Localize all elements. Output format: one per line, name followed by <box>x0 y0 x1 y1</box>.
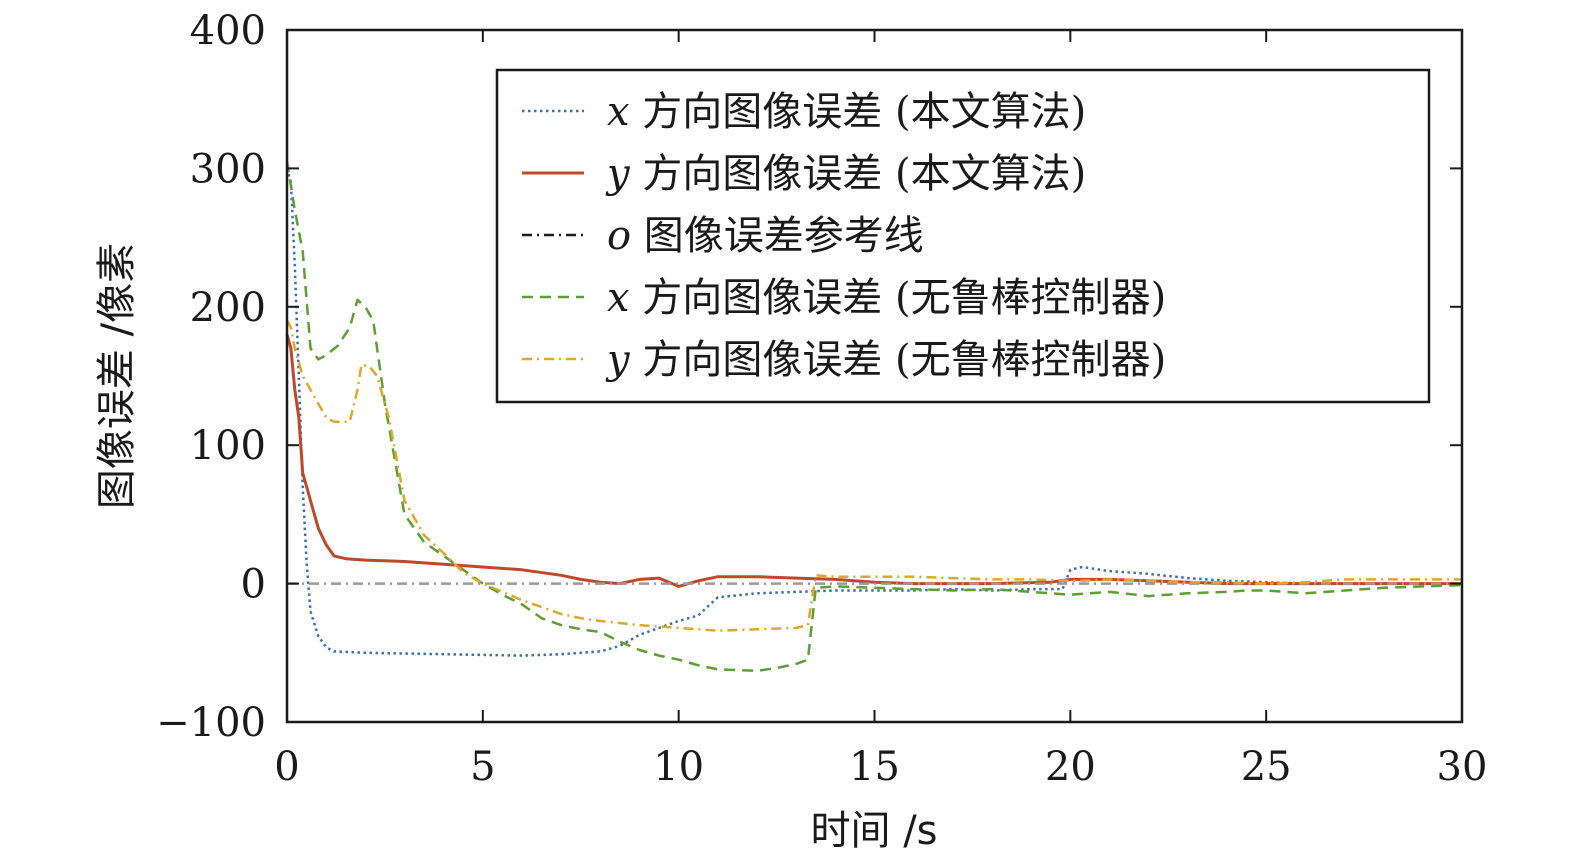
x-tick-label: 15 <box>849 744 900 790</box>
legend-label-y_norobust: y 方向图像误差 (无鲁棒控制器) <box>605 337 1166 383</box>
y-tick-label: −100 <box>156 700 266 746</box>
x-tick-label: 30 <box>1437 744 1488 790</box>
series-line-x_ours <box>285 168 1462 657</box>
legend-text: 图像误差参考线 <box>631 213 924 259</box>
series-line-x_norobust <box>285 161 1463 673</box>
legend-text: 方向图像误差 (无鲁棒控制器) <box>630 337 1167 383</box>
x-tick-label: 10 <box>653 744 704 790</box>
y-axis-label: 图像误差 /像素 <box>94 243 140 509</box>
legend-text: 方向图像误差 (本文算法) <box>630 89 1087 135</box>
y-tick-label: 300 <box>190 146 266 192</box>
legend-text: 方向图像误差 (本文算法) <box>630 151 1087 197</box>
x-tick-label: 5 <box>470 744 495 790</box>
legend-variable: x <box>607 89 630 135</box>
legend-variable: o <box>607 213 631 259</box>
y-tick-label: 400 <box>190 8 266 54</box>
legend-variable: y <box>605 337 631 383</box>
series-layer <box>285 161 1463 673</box>
y-tick-label: 200 <box>190 285 266 331</box>
series-line-y_norobust <box>285 319 1462 632</box>
legend-variable: x <box>607 275 630 321</box>
x-tick-label: 25 <box>1241 744 1292 790</box>
legend-label-x_ours: x 方向图像误差 (本文算法) <box>607 89 1086 135</box>
legend-text: 方向图像误差 (无鲁棒控制器) <box>630 275 1167 321</box>
x-axis-label: 时间 /s <box>810 808 937 854</box>
legend-box <box>495 68 1431 404</box>
legend-label-o_ref: o 图像误差参考线 <box>607 213 924 259</box>
y-tick-label: 100 <box>190 423 266 469</box>
y-tick-label: 0 <box>241 562 266 608</box>
legend-label-x_norobust: x 方向图像误差 (无鲁棒控制器) <box>607 275 1166 321</box>
x-tick-label: 0 <box>274 744 299 790</box>
legend: x 方向图像误差 (本文算法)y 方向图像误差 (本文算法)o 图像误差参考线x… <box>495 68 1431 404</box>
legend-variable: y <box>605 151 631 197</box>
legend-label-y_ours: y 方向图像误差 (本文算法) <box>605 151 1086 197</box>
x-tick-label: 20 <box>1045 744 1096 790</box>
